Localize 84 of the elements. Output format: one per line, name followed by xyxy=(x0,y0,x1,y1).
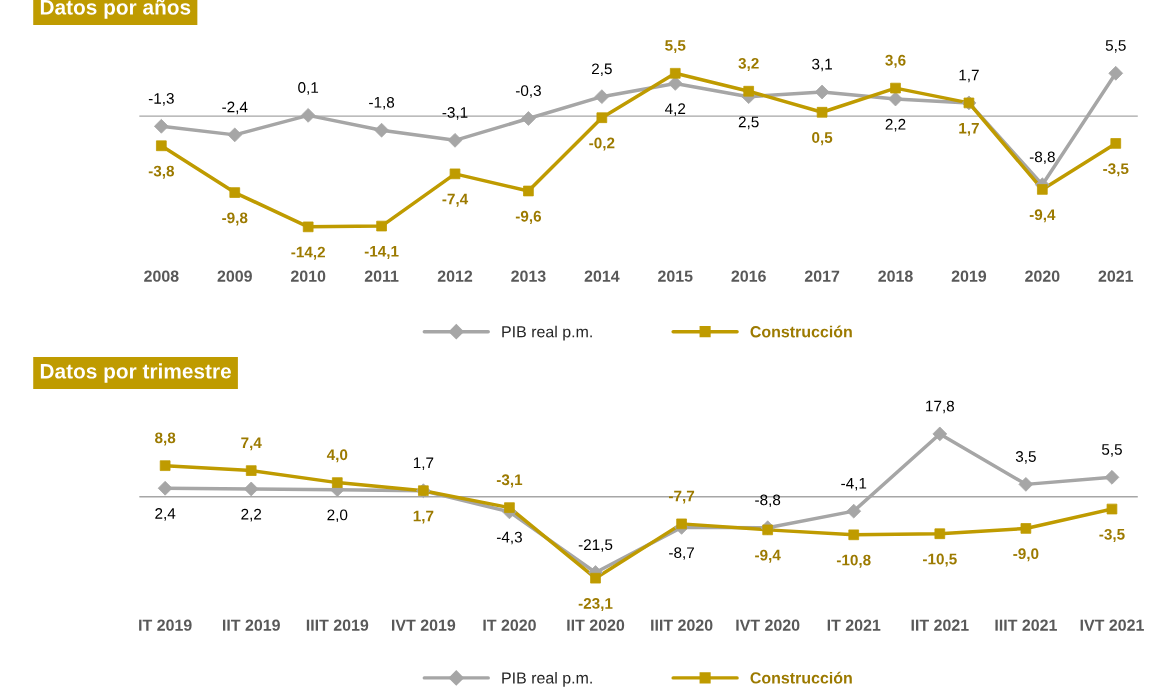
x-tick-label: 2021 xyxy=(1098,270,1134,282)
data-label: -3,8 xyxy=(148,165,175,179)
x-tick-label: IIT 2021 xyxy=(911,619,969,631)
x-tick-label: 2014 xyxy=(584,270,620,282)
x-tick-label: IIT 2019 xyxy=(222,619,280,631)
x-tick-label: 2019 xyxy=(951,270,987,282)
data-label: -1,8 xyxy=(369,96,395,110)
x-tick-label: 2016 xyxy=(731,270,766,282)
data-label: 0,1 xyxy=(298,82,319,95)
data-label: -3,1 xyxy=(442,107,468,120)
data-label: 1,7 xyxy=(959,69,979,83)
data-label: -0,3 xyxy=(515,85,541,98)
x-tick-label: IT 2019 xyxy=(139,619,192,631)
x-tick-label: 2010 xyxy=(290,270,326,282)
data-label: -4,1 xyxy=(841,478,867,491)
data-label: -3,5 xyxy=(1103,163,1129,177)
data-label: -14,1 xyxy=(364,246,399,259)
x-tick-label: 2013 xyxy=(511,270,546,282)
x-tick-label: IIT 2020 xyxy=(567,619,625,631)
data-label: 1,7 xyxy=(959,122,979,136)
data-label: -2,4 xyxy=(222,101,248,115)
data-label: -14,2 xyxy=(291,246,325,260)
x-tick-label: 2017 xyxy=(804,270,840,282)
data-label: -9,6 xyxy=(515,210,542,224)
data-label: 3,1 xyxy=(812,58,832,72)
x-tick-label: 2008 xyxy=(144,270,179,282)
x-tick-label: 2020 xyxy=(1025,270,1060,282)
data-label: -8,7 xyxy=(669,547,694,560)
data-label: 3,2 xyxy=(738,57,759,71)
data-label: -4,3 xyxy=(496,531,522,545)
data-label: -3,1 xyxy=(496,474,523,488)
data-label: -0,2 xyxy=(589,137,615,151)
data-label: 17,8 xyxy=(926,400,955,414)
data-label: -9,0 xyxy=(1013,548,1039,562)
x-tick-label: IVT 2021 xyxy=(1080,619,1144,631)
data-label: -8,8 xyxy=(755,494,781,508)
x-tick-label: IT 2020 xyxy=(483,619,536,631)
data-label: 2,2 xyxy=(885,118,906,132)
data-label: 2,5 xyxy=(591,63,612,77)
data-label: 8,8 xyxy=(155,432,176,446)
data-label: -21,5 xyxy=(578,539,613,552)
data-label: 1,7 xyxy=(413,457,434,471)
chart-title: Datos por trimestre xyxy=(40,363,231,383)
x-tick-label: 2015 xyxy=(658,270,693,282)
data-label: 3,6 xyxy=(885,54,906,68)
data-label: -9,4 xyxy=(1029,209,1056,223)
data-label: -8,8 xyxy=(1029,151,1055,165)
data-label: 2,0 xyxy=(327,509,348,523)
x-tick-label: 2011 xyxy=(364,270,399,282)
data-label: -1,3 xyxy=(148,93,174,106)
data-label: 4,2 xyxy=(664,103,686,116)
data-label: 3,5 xyxy=(1015,451,1036,464)
data-label: 2,5 xyxy=(738,116,759,130)
data-label: 7,4 xyxy=(241,437,262,451)
data-label: -10,8 xyxy=(836,554,871,568)
x-tick-label: IT 2021 xyxy=(827,619,881,631)
data-label: -9,4 xyxy=(755,549,781,563)
x-tick-label: IIIT 2020 xyxy=(651,619,713,631)
data-label: 2,2 xyxy=(241,508,262,522)
data-label: 2,4 xyxy=(155,508,176,521)
data-label: -7,4 xyxy=(442,193,469,207)
data-label: 1,7 xyxy=(413,510,434,524)
x-tick-label: IVT 2020 xyxy=(736,619,800,631)
x-tick-label: IIIT 2019 xyxy=(306,619,369,631)
data-label: 4,0 xyxy=(326,449,348,463)
data-label: 5,5 xyxy=(665,40,686,54)
legend-label: Construcción xyxy=(750,325,852,338)
chart-title: Datos por años xyxy=(40,0,191,19)
legend-label: PIB real p.m. xyxy=(502,325,592,341)
data-label: -3,5 xyxy=(1099,528,1125,542)
x-tick-label: 2018 xyxy=(878,270,913,282)
x-tick-label: 2012 xyxy=(437,270,473,282)
x-tick-label: IIIT 2021 xyxy=(995,619,1057,631)
data-label: 5,5 xyxy=(1105,40,1126,53)
legend-label: Construcción xyxy=(750,671,852,684)
data-label: -23,1 xyxy=(578,598,613,612)
legend-label: PIB real p.m. xyxy=(502,671,592,687)
data-label: -9,8 xyxy=(222,212,248,226)
x-tick-label: 2009 xyxy=(217,270,252,282)
data-label: -7,7 xyxy=(669,490,695,504)
data-label: 0,5 xyxy=(812,132,833,146)
x-tick-label: IVT 2019 xyxy=(392,619,456,631)
data-label: 5,5 xyxy=(1101,444,1122,457)
data-label: -10,5 xyxy=(923,553,957,567)
